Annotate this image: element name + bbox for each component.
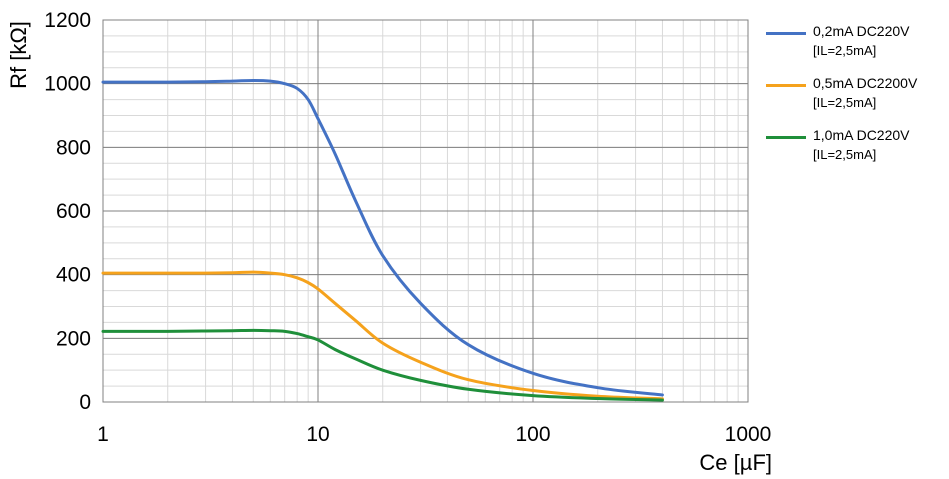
x-tick-label: 10 [306, 423, 329, 446]
legend-swatch [766, 136, 806, 139]
x-axis-ticks: 1 10 100 1000 [97, 423, 771, 446]
y-tick-label: 400 [56, 264, 91, 287]
legend-item-2: 0,5mA DC2200V [IL=2,5mA] [766, 72, 946, 124]
legend-item-3: 1,0mA DC220V [IL=2,5mA] [766, 124, 946, 176]
legend-swatch [766, 32, 806, 35]
legend-series-condition: [IL=2,5mA] [813, 43, 877, 58]
plot-frame [102, 19, 749, 403]
y-tick-label: 0 [79, 391, 91, 414]
legend-label: 0,2mA DC220V [IL=2,5mA] [813, 22, 910, 60]
x-tick-label: 100 [515, 423, 550, 446]
y-tick-label: 600 [56, 200, 91, 223]
y-axis-title: Rf [kΩ] [6, 21, 31, 89]
legend-item-1: 0,2mA DC220V [IL=2,5mA] [766, 20, 946, 72]
x-tick-label: 1000 [725, 423, 772, 446]
x-axis-title: Ce [µF] [699, 450, 772, 475]
y-tick-label: 200 [56, 327, 91, 350]
series-line-2 [101, 270, 664, 401]
series-line-3 [101, 328, 664, 402]
legend-series-name: 0,2mA DC220V [813, 23, 910, 39]
legend-series-name: 1,0mA DC220V [813, 127, 910, 143]
y-axis-ticks: 0 200 400 600 800 1000 1200 [44, 9, 91, 414]
legend-label: 1,0mA DC220V [IL=2,5mA] [813, 126, 910, 164]
y-tick-label: 800 [56, 136, 91, 159]
legend-label: 0,5mA DC2200V [IL=2,5mA] [813, 74, 917, 112]
series-line-1 [101, 78, 664, 397]
y-tick-label: 1200 [44, 9, 91, 32]
major-gridlines [102, 19, 749, 403]
x-tick-label: 1 [97, 423, 109, 446]
legend-series-name: 0,5mA DC2200V [813, 75, 918, 91]
y-tick-label: 1000 [44, 73, 91, 96]
legend-series-condition: [IL=2,5mA] [813, 95, 877, 110]
series-lines [101, 78, 664, 402]
legend: 0,2mA DC220V [IL=2,5mA] 0,5mA DC2200V [IL=2… [766, 20, 946, 176]
legend-series-condition: [IL=2,5mA] [813, 147, 877, 162]
legend-swatch [766, 84, 806, 87]
